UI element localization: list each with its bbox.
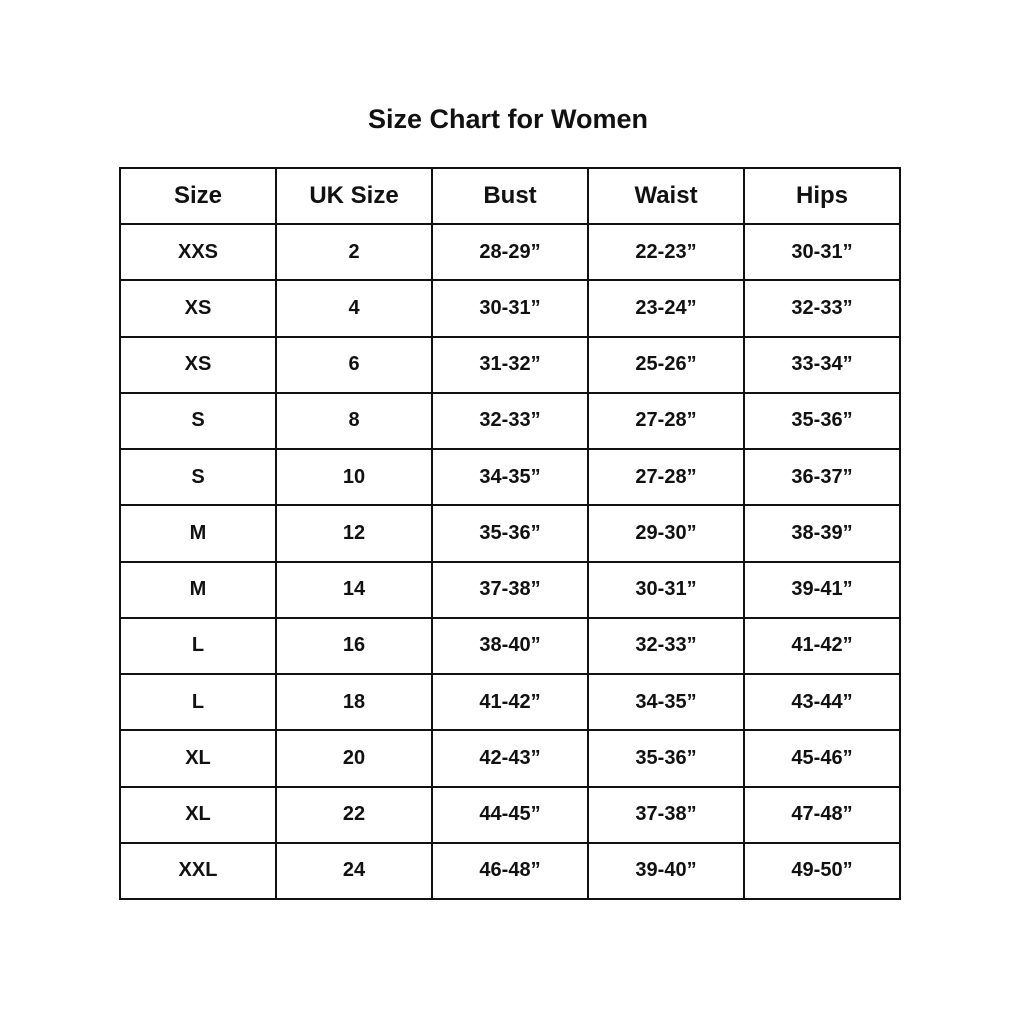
table-cell: 4 [275,279,433,338]
column-header: Size [119,167,277,225]
table-cell: 24 [275,841,433,901]
table-cell: 30-31” [587,560,745,619]
table-cell: 39-41” [743,560,901,619]
table-body: XXS 2 28-29” 22-23” 30-31” XS 4 30-31” 23-24” 32-… [119,222,901,901]
table-cell: 34-35” [587,672,745,732]
table-row: S 8 32-33” 27-28” 35-36” [119,391,901,451]
table-row: S 10 34-35” 27-28” 36-37” [119,447,901,507]
table-cell: 35-36” [743,391,901,451]
table-row: L 16 38-40” 32-33” 41-42” [119,616,901,676]
table-cell: 47-48” [743,785,901,844]
table-row: XS 6 31-32” 25-26” 33-34” [119,335,901,394]
table-cell: 6 [275,335,433,394]
table-cell: 45-46” [743,729,901,788]
table-cell: XS [119,279,277,338]
column-header: Waist [587,167,745,225]
table-cell: 27-28” [587,391,745,451]
table-cell: 32-33” [587,616,745,676]
table-cell: 30-31” [743,222,901,282]
column-header: Hips [743,167,901,225]
table-cell: 43-44” [743,672,901,732]
table-row: XL 20 42-43” 35-36” 45-46” [119,729,901,788]
table-cell: 31-32” [431,335,589,394]
table-cell: 12 [275,504,433,563]
size-chart-table: Size UK Size Bust Waist Hips XXS 2 28-29” 22-23… [119,167,901,901]
table-cell: L [119,616,277,676]
table-cell: 38-40” [431,616,589,676]
table-cell: L [119,672,277,732]
table-cell: 39-40” [587,841,745,901]
table-cell: 49-50” [743,841,901,901]
table-cell: 16 [275,616,433,676]
table-cell: 35-36” [431,504,589,563]
table-cell: 14 [275,560,433,619]
table-row: XXS 2 28-29” 22-23” 30-31” [119,222,901,282]
table-cell: 41-42” [743,616,901,676]
table-cell: 22 [275,785,433,844]
table-cell: 34-35” [431,447,589,507]
table-cell: 29-30” [587,504,745,563]
table-cell: 8 [275,391,433,451]
table-cell: XXL [119,841,277,901]
table-cell: 22-23” [587,222,745,282]
table-cell: XL [119,785,277,844]
table-header-row: Size UK Size Bust Waist Hips [119,167,901,225]
table-cell: 28-29” [431,222,589,282]
table-row: M 12 35-36” 29-30” 38-39” [119,504,901,563]
table-row: XL 22 44-45” 37-38” 47-48” [119,785,901,844]
table-cell: 30-31” [431,279,589,338]
table-cell: 20 [275,729,433,788]
table-cell: 42-43” [431,729,589,788]
table-cell: 23-24” [587,279,745,338]
table-cell: 46-48” [431,841,589,901]
table-cell: XXS [119,222,277,282]
table-row: XXL 24 46-48” 39-40” 49-50” [119,841,901,901]
table-cell: 37-38” [587,785,745,844]
table-cell: 36-37” [743,447,901,507]
table-cell: 41-42” [431,672,589,732]
table-cell: S [119,447,277,507]
table-cell: 33-34” [743,335,901,394]
table-cell: XS [119,335,277,394]
table-cell: M [119,504,277,563]
table-cell: 32-33” [743,279,901,338]
table-cell: M [119,560,277,619]
table-cell: S [119,391,277,451]
page-title: Size Chart for Women [367,104,649,134]
table-cell: 35-36” [587,729,745,788]
table-cell: XL [119,729,277,788]
table-cell: 38-39” [743,504,901,563]
table-cell: 10 [275,447,433,507]
table-cell: 37-38” [431,560,589,619]
table-cell: 27-28” [587,447,745,507]
table-cell: 18 [275,672,433,732]
table-row: L 18 41-42” 34-35” 43-44” [119,672,901,732]
table-row: XS 4 30-31” 23-24” 32-33” [119,279,901,338]
column-header: Bust [431,167,589,225]
table-cell: 32-33” [431,391,589,451]
table-cell: 2 [275,222,433,282]
table-cell: 25-26” [587,335,745,394]
column-header: UK Size [275,167,433,225]
table-cell: 44-45” [431,785,589,844]
table-row: M 14 37-38” 30-31” 39-41” [119,560,901,619]
